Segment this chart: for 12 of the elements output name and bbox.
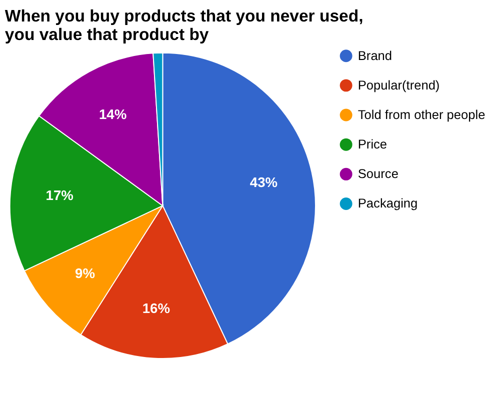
data-label: 14% <box>98 106 127 122</box>
chart-title: When you buy products that you never used, you value that product by <box>4 6 364 44</box>
legend-label: Packaging <box>358 196 418 211</box>
legend-label: Popular(trend) <box>358 77 440 92</box>
legend-label: Price <box>358 136 388 152</box>
legend-label: Brand <box>358 48 392 63</box>
legend-label: Told from other people <box>358 106 486 122</box>
data-label: 17% <box>46 188 74 203</box>
data-label: 16% <box>142 300 170 316</box>
data-label: 43% <box>250 175 278 190</box>
legend-label: Source <box>358 166 398 182</box>
data-label: 9% <box>75 266 96 282</box>
